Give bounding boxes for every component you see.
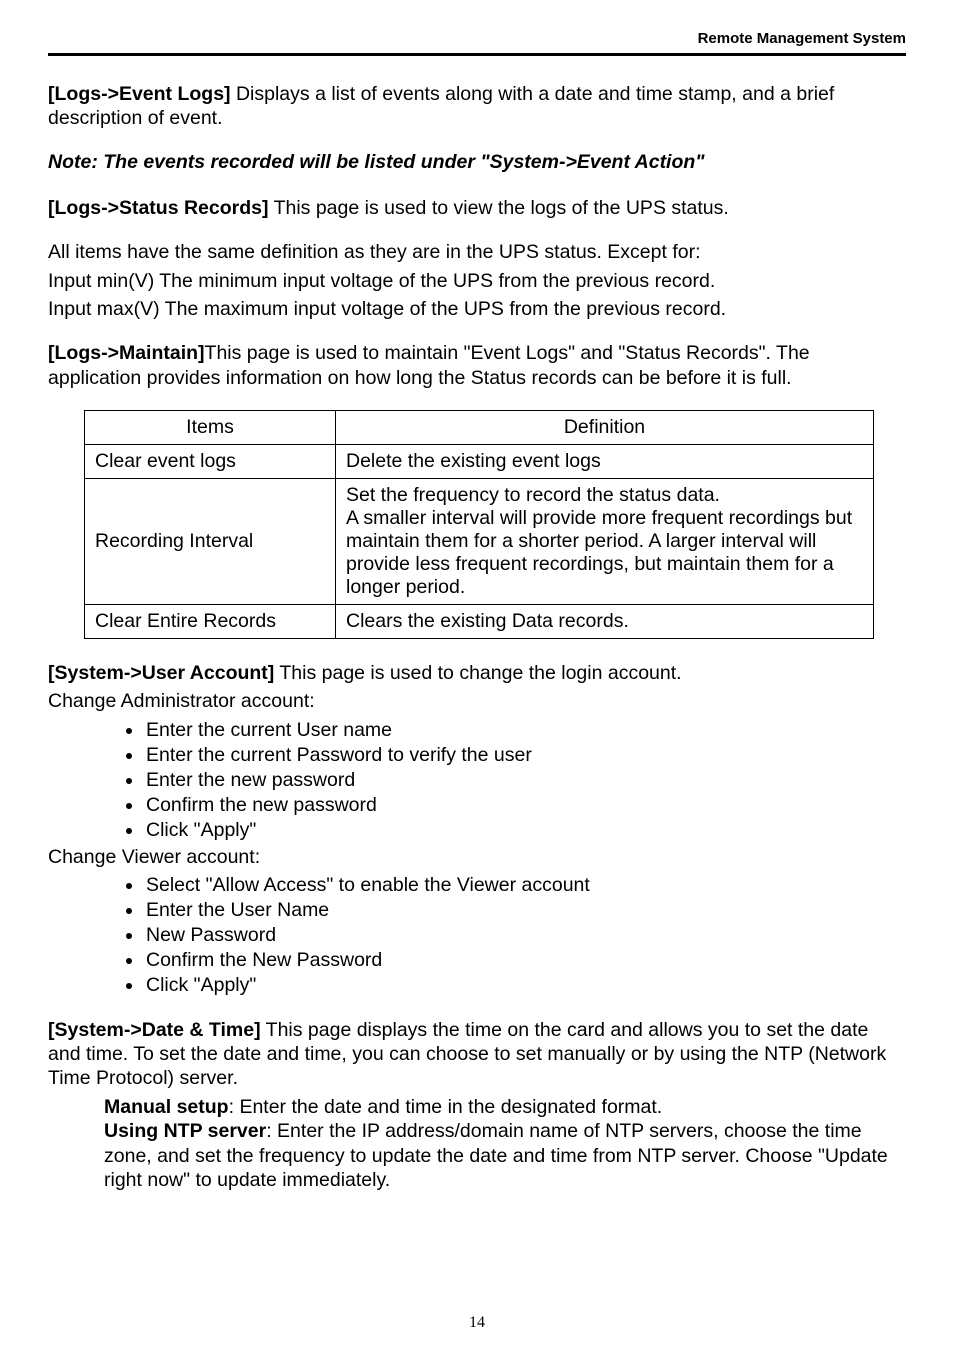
table-cell-clear-logs: Clear event logs [85, 445, 336, 479]
maintain-table: Items Definition Clear event logs Delete… [84, 410, 874, 639]
table-row: Clear event logs Delete the existing eve… [85, 445, 874, 479]
list-item: New Password [144, 923, 906, 948]
viewer-account-list: Select "Allow Access" to enable the View… [48, 873, 906, 998]
logs-maintain-lead: [Logs->Maintain] [48, 342, 205, 364]
table-row: Recording Interval Set the frequency to … [85, 479, 874, 605]
table-cell-recording-interval: Recording Interval [85, 479, 336, 605]
logs-event-logs-lead: [Logs->Event Logs] [48, 83, 231, 105]
list-item: Confirm the New Password [144, 948, 906, 973]
list-item: Click "Apply" [144, 973, 906, 998]
table-head-items: Items [85, 411, 336, 445]
system-user-account-lead: [System->User Account] [48, 662, 274, 684]
logs-status-records-lead: [Logs->Status Records] [48, 197, 269, 219]
status-definitions-block: All items have the same definition as th… [48, 240, 906, 321]
status-def-line1: All items have the same definition as th… [48, 240, 906, 264]
page-number: 14 [0, 1314, 954, 1332]
table-cell-clear-records: Clear Entire Records [85, 605, 336, 639]
ntp-server-line: Using NTP server: Enter the IP address/d… [104, 1119, 906, 1193]
system-date-time-para: [System->Date & Time] This page displays… [48, 1018, 906, 1091]
admin-account-list: Enter the current User name Enter the cu… [48, 718, 906, 843]
table-cell-clear-logs-def: Delete the existing event logs [336, 445, 874, 479]
manual-setup-line: Manual setup: Enter the date and time in… [104, 1095, 906, 1120]
list-item: Select "Allow Access" to enable the View… [144, 873, 906, 898]
manual-setup-text: : Enter the date and time in the designa… [229, 1096, 663, 1118]
logs-status-records-para: [Logs->Status Records] This page is used… [48, 196, 906, 220]
manual-setup-lead: Manual setup [104, 1096, 229, 1118]
table-row: Items Definition [85, 411, 874, 445]
table-head-definition: Definition [336, 411, 874, 445]
table-cell-clear-records-def: Clears the existing Data records. [336, 605, 874, 639]
status-def-line2: Input min(V) The minimum input voltage o… [48, 269, 906, 293]
list-item: Enter the current Password to verify the… [144, 743, 906, 768]
list-item: Enter the current User name [144, 718, 906, 743]
table-cell-recording-interval-def: Set the frequency to record the status d… [336, 479, 874, 605]
list-item: Enter the User Name [144, 898, 906, 923]
ntp-server-lead: Using NTP server [104, 1120, 266, 1142]
doc-header: Remote Management System [48, 30, 906, 56]
logs-maintain-para: [Logs->Maintain]This page is used to mai… [48, 341, 906, 390]
note-event-action: Note: The events recorded will be listed… [48, 151, 906, 174]
list-item: Enter the new password [144, 768, 906, 793]
table-row: Clear Entire Records Clears the existing… [85, 605, 874, 639]
system-date-time-lead: [System->Date & Time] [48, 1019, 261, 1041]
viewer-account-intro: Change Viewer account: [48, 845, 906, 869]
system-user-account-text: This page is used to change the login ac… [274, 662, 681, 684]
logs-event-logs-para: [Logs->Event Logs] Displays a list of ev… [48, 82, 906, 131]
system-user-account-para: [System->User Account] This page is used… [48, 661, 906, 685]
admin-account-intro: Change Administrator account: [48, 689, 906, 713]
list-item: Click "Apply" [144, 818, 906, 843]
logs-status-records-text: This page is used to view the logs of th… [269, 197, 729, 219]
status-def-line3: Input max(V) The maximum input voltage o… [48, 297, 906, 321]
list-item: Confirm the new password [144, 793, 906, 818]
